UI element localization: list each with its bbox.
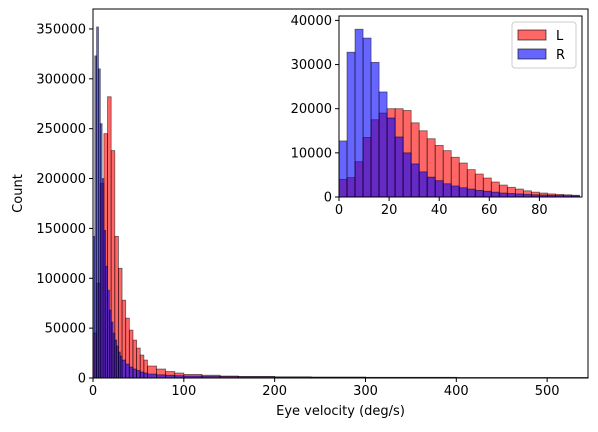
main-x-tick-label-3: 300 <box>353 384 378 399</box>
inset-bar-R-6 <box>386 117 396 198</box>
main-bar-R-20 <box>136 370 141 379</box>
legend-swatch-L <box>517 29 547 41</box>
inset-bar-R-4 <box>370 61 380 198</box>
legend-label-L: L <box>556 29 564 44</box>
main-bar-R-23 <box>147 373 157 379</box>
inset-bar-R-19 <box>490 191 500 198</box>
inset-bar-R-10 <box>418 171 428 198</box>
legend-box <box>511 21 577 69</box>
main-y-tick-label-6: 300000 <box>36 72 86 87</box>
y-axis-label: Count <box>11 174 26 213</box>
inset-x-tick-label-2: 40 <box>431 203 448 218</box>
inset-y-tick-label-4: 40000 <box>291 14 332 29</box>
inset-x-tick-label-4: 80 <box>531 203 548 218</box>
inset-x-tick-label-0: 0 <box>335 203 343 218</box>
inset-y-tick-label-2: 20000 <box>291 102 332 117</box>
inset-x-tick-label-1: 20 <box>381 203 398 218</box>
inset-bar-R-20 <box>498 192 508 198</box>
main-y-tick-label-0: 0 <box>78 372 86 387</box>
inset-bar-R-15 <box>458 187 468 198</box>
inset-bar-R-14 <box>450 185 460 198</box>
inset-bar-R-18 <box>482 190 492 198</box>
inset-plot-frame <box>338 15 583 198</box>
inset-bar-R-13 <box>442 183 452 198</box>
inset-bar-R-1 <box>346 51 356 198</box>
inset-x-axis: 0 20 40 60 80 <box>335 197 548 218</box>
main-y-tick-label-5: 250000 <box>36 122 86 137</box>
main-x-tick-label-1: 100 <box>171 384 196 399</box>
inset-x-tick-label-3: 60 <box>481 203 498 218</box>
main-bar-R-18 <box>128 366 134 379</box>
main-x-tick-label-4: 400 <box>444 384 469 399</box>
legend-swatch-R <box>517 48 547 60</box>
main-y-tick-label-7: 350000 <box>36 22 86 37</box>
inset-bar-R-3 <box>362 37 372 198</box>
inset-y-tick-label-3: 30000 <box>291 58 332 73</box>
main-y-tick-label-4: 200000 <box>36 172 86 187</box>
main-histogram: 0 100 200 300 400 500 05000010000015000020000… <box>11 8 589 419</box>
inset-bar-R-21 <box>506 193 516 198</box>
main-y-tick-label-1: 50000 <box>45 322 86 337</box>
main-y-tick-label-3: 150000 <box>36 222 86 237</box>
main-bar-R-21 <box>139 371 145 379</box>
inset-bar-R-0 <box>338 140 348 198</box>
x-axis-label: Eye velocity (deg/s) <box>276 404 405 419</box>
inset-bar-R-2 <box>354 28 364 198</box>
main-x-tick-label-0: 0 <box>89 384 97 399</box>
inset-bar-R-11 <box>426 176 436 198</box>
inset-bar-R-8 <box>402 152 412 198</box>
inset-bar-R-5 <box>378 91 388 198</box>
inset-y-tick-label-1: 10000 <box>291 146 332 161</box>
inset-bar-R-7 <box>394 136 404 198</box>
main-y-axis: 0 50000 100000 150000 200000 250000 300000 3500… <box>36 22 93 387</box>
inset-bar-R-12 <box>434 180 444 198</box>
main-bar-R-17 <box>125 363 130 379</box>
inset-bar-R-9 <box>410 163 420 198</box>
main-x-tick-label-5: 500 <box>535 384 560 399</box>
legend: L R <box>511 21 577 69</box>
inset-y-tick-label-0: 0 <box>324 191 332 206</box>
inset-histogram: 0 20 40 60 80 0 10000 20000 30000 40000 L R <box>291 14 583 218</box>
main-plot-frame <box>92 8 589 379</box>
main-x-tick-label-2: 200 <box>262 384 287 399</box>
main-bar-R-16 <box>121 359 127 379</box>
inset-bar-R-16 <box>466 188 476 198</box>
legend-label-R: R <box>556 48 565 63</box>
main-bar-R-19 <box>132 368 137 379</box>
inset-y-axis: 0 10000 20000 30000 40000 <box>291 14 339 206</box>
main-y-tick-label-2: 100000 <box>36 272 86 287</box>
inset-bar-R-17 <box>474 189 484 198</box>
main-x-axis: 0 100 200 300 400 500 <box>89 378 560 399</box>
main-bar-R-22 <box>143 372 148 379</box>
